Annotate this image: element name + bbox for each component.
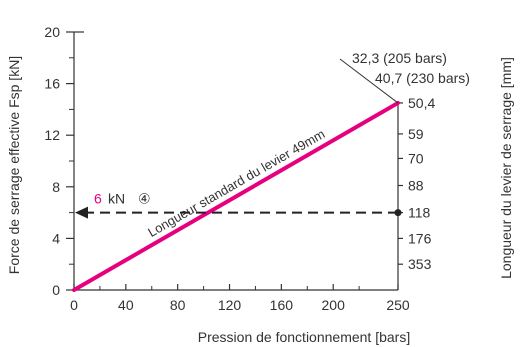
annotation-205-bars: 32,3 (205 bars): [352, 50, 447, 66]
y-tick-label: 4: [52, 230, 60, 246]
y-axis-label-left: Force de serrage effective Fsp [kN]: [6, 56, 22, 274]
axes: [73, 31, 399, 291]
right-tick-label: 176: [408, 230, 432, 246]
annotation-230-bars: 40,7 (230 bars): [375, 70, 470, 86]
right-tick-label: 59: [408, 126, 424, 142]
y-ticks-left: 0 4 8 12 16 20: [44, 24, 74, 298]
x-tick-label: 200: [322, 297, 346, 313]
series-line-standard-lever: [72, 100, 400, 292]
y-tick-label: 20: [44, 24, 60, 40]
x-tick-label: 40: [118, 297, 134, 313]
x-ticks: 0 40 80 120 160 200 250: [70, 284, 410, 313]
right-tick-label: 50,4: [408, 95, 435, 111]
right-tick-label: 353: [408, 256, 432, 272]
y-ticks-right: 50,4 59 70 88 118 176 353: [398, 95, 435, 272]
x-tick-label: 160: [270, 297, 294, 313]
example-unit: kN: [108, 191, 125, 207]
example-marker: ④: [138, 191, 151, 207]
x-tick-label: 80: [170, 297, 186, 313]
x-tick-label: 120: [218, 297, 242, 313]
example-value: 6: [94, 191, 102, 207]
right-tick-label: 118: [408, 205, 431, 221]
example-point: [394, 209, 402, 217]
right-tick-label: 70: [408, 150, 424, 166]
annotation-leader-line: [339, 58, 399, 104]
x-axis-label: Pression de fonctionnement [bars]: [198, 329, 410, 345]
right-tick-label: 88: [408, 178, 424, 194]
y-tick-label: 0: [52, 282, 60, 298]
y-tick-label: 16: [44, 76, 60, 92]
y-axis-label-right: Longueur du levier de serrage [mm]: [498, 57, 514, 279]
y-tick-label: 8: [52, 179, 60, 195]
arrow-head: [75, 206, 88, 219]
series-label: Longueur standard du levier 49mm: [145, 126, 327, 240]
x-tick-label: 250: [386, 297, 410, 313]
y-tick-label: 12: [44, 127, 60, 143]
x-tick-label: 0: [70, 297, 78, 313]
